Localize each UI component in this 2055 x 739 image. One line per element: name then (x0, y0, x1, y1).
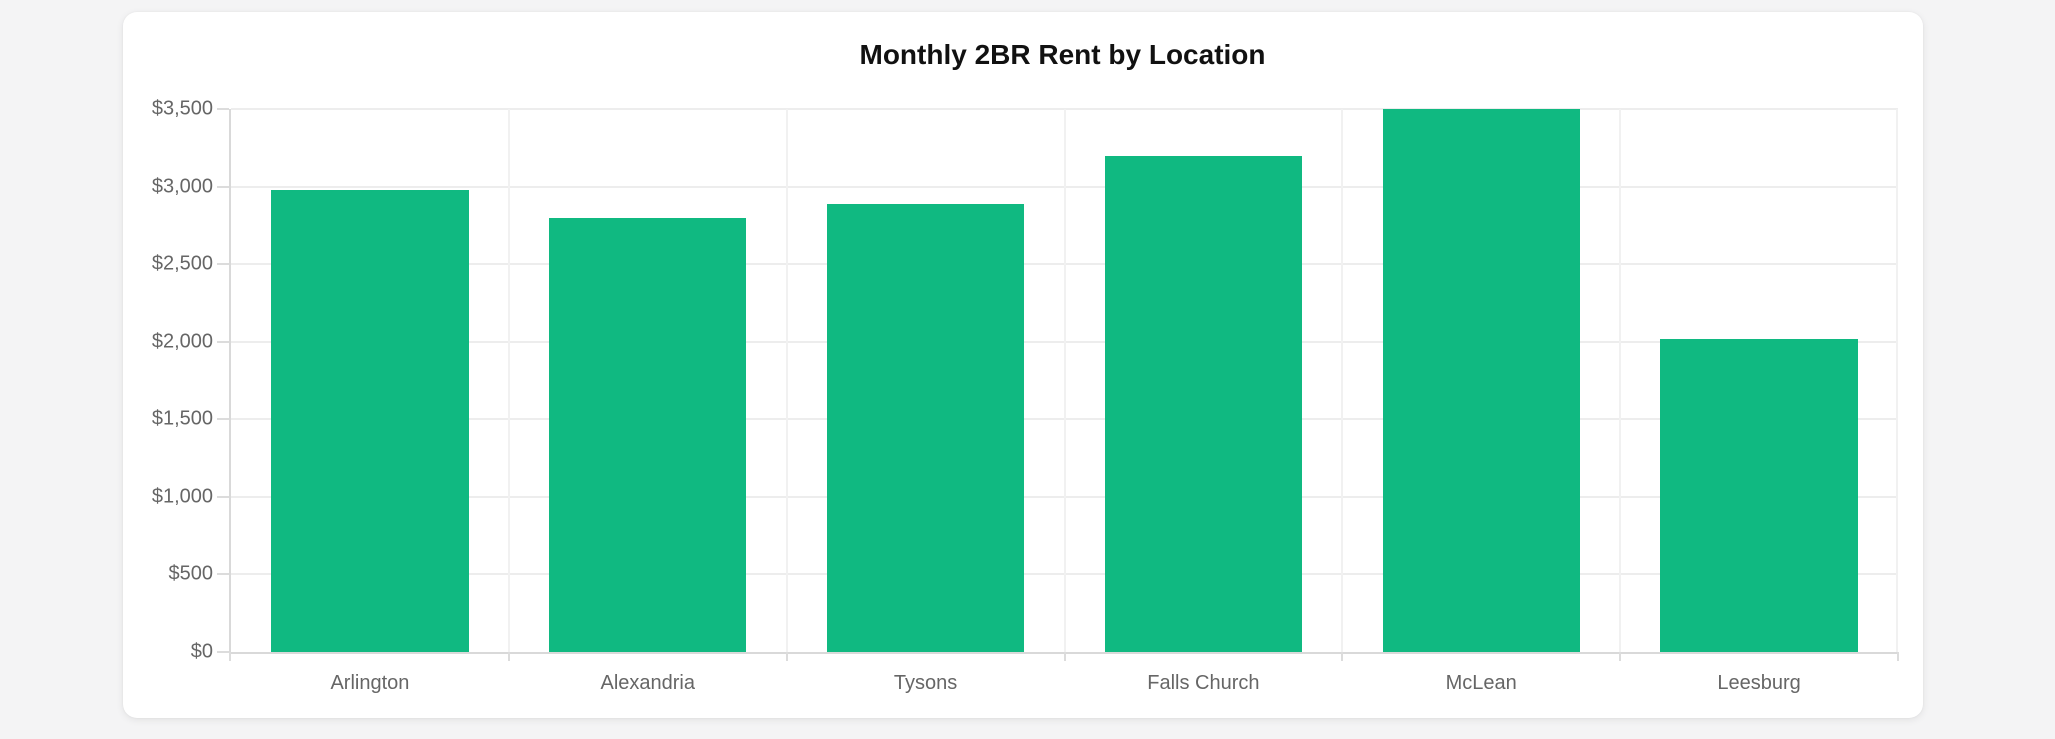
y-tick-mark (217, 573, 229, 576)
y-tick-label: $500 (168, 562, 214, 585)
bar-cell (1620, 109, 1898, 652)
bar-cell (231, 109, 509, 652)
bar-cell (509, 109, 787, 652)
x-axis-labels: Arlington Alexandria Tysons Falls Church McL… (231, 672, 1898, 695)
y-tick-mark (217, 340, 229, 343)
x-tick-label: Leesburg (1717, 672, 1801, 694)
x-tick-label: Falls Church (1147, 672, 1260, 694)
x-tick-mark (229, 652, 231, 661)
y-tick-label: $3,000 (151, 175, 213, 198)
y-tick-label: $1,000 (151, 485, 213, 508)
y-tick-mark (217, 418, 229, 421)
y-tick-mark (217, 185, 229, 188)
y-tick-mark (217, 108, 229, 110)
y-tick-label: $0 (190, 640, 213, 663)
plot-area: $0 $500 $1,000 $1,500 $2,000 $2,500 $3,000 $3,5… (152, 98, 1899, 694)
v-gridline (1063, 109, 1066, 652)
y-tick-label: $2,500 (151, 252, 213, 275)
bar-alexandria[interactable] (549, 217, 747, 652)
x-tick-mark (1619, 652, 1622, 661)
y-tick-mark (217, 651, 229, 653)
x-tick-mark (785, 652, 788, 661)
bar-leesburg[interactable] (1660, 339, 1858, 652)
x-tick-label: Alexandria (600, 672, 695, 694)
y-tick-mark (217, 495, 229, 498)
bar-mclean[interactable] (1382, 109, 1580, 652)
y-tick-mark (217, 263, 229, 266)
bar-cell (1064, 109, 1342, 652)
y-tick-label: $3,500 (151, 97, 213, 120)
x-tick-label: Tysons (893, 672, 958, 694)
bar-cell (1342, 109, 1620, 652)
y-tick-label: $1,500 (151, 407, 213, 430)
v-gridline (1341, 109, 1344, 652)
bar-arlington[interactable] (271, 190, 469, 652)
v-gridline (1619, 109, 1622, 652)
y-tick-label: $2,000 (151, 330, 213, 353)
x-tick-mark (1341, 652, 1344, 661)
v-gridline (507, 109, 510, 652)
bars-layer (231, 109, 1898, 652)
bar-tysons[interactable] (826, 203, 1025, 652)
v-gridline (785, 109, 788, 652)
chart-card: Monthly 2BR Rent by Location $0 $500 $1,00… (123, 12, 1923, 718)
bar-cell (787, 109, 1065, 652)
x-tick-mark (1063, 652, 1066, 661)
v-gridline (1896, 109, 1898, 652)
bar-falls-church[interactable] (1104, 156, 1303, 652)
x-tick-label: McLean (1445, 672, 1517, 694)
chart-title: Monthly 2BR Rent by Location (859, 39, 1266, 70)
x-tick-label: Arlington (330, 672, 410, 694)
x-tick-mark (1897, 652, 1899, 661)
x-tick-mark (507, 652, 510, 661)
